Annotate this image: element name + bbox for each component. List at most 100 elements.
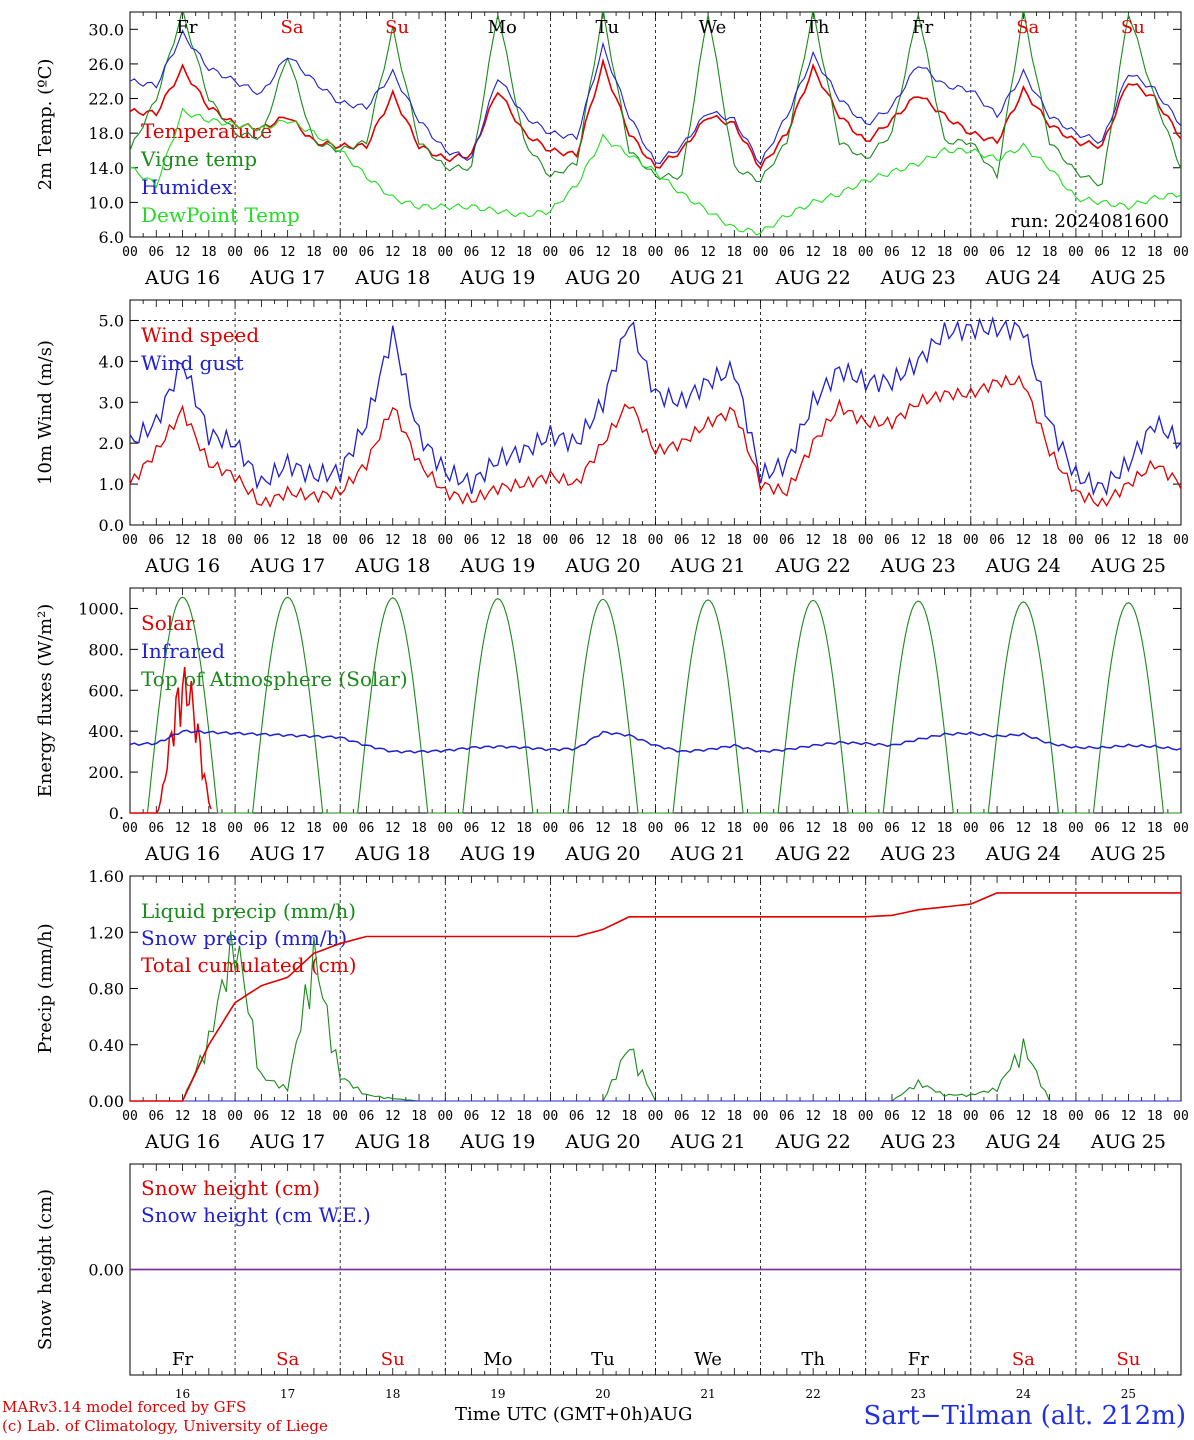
hour-tick-label: 06	[254, 1109, 270, 1124]
date-label: AUG 17	[249, 555, 325, 577]
date-label: AUG 22	[775, 267, 851, 289]
hour-tick-label: 12	[280, 1109, 296, 1124]
hour-tick-label: 12	[805, 1109, 821, 1124]
legend-entry: Wind speed	[141, 323, 259, 347]
hour-tick-label: 00	[1068, 821, 1084, 836]
y-axis-label: 10m Wind (m/s)	[35, 340, 56, 485]
hour-tick-label: 06	[569, 245, 585, 260]
hour-tick-label: 18	[1147, 533, 1163, 548]
date-label: AUG 24	[985, 1131, 1061, 1153]
y-tick-label: 0.00	[88, 1092, 124, 1111]
y-axis-label: Energy fluxes (W/m²)	[35, 604, 56, 798]
hour-tick-label: 12	[1121, 1109, 1137, 1124]
hour-tick-label: 00	[753, 821, 769, 836]
date-label: AUG 16	[144, 267, 220, 289]
hour-tick-label: 06	[1094, 533, 1110, 548]
date-label: AUG 22	[775, 555, 851, 577]
hour-tick-label: 12	[910, 533, 926, 548]
panel-1: 6.0 10.0 14.0 18.0 22.0 26.0 30.0 2m Temp. (ºC)…	[35, 11, 1189, 289]
y-tick-label: 3.0	[99, 393, 124, 412]
hour-tick-label: 00	[543, 821, 559, 836]
hour-tick-label: 00	[437, 245, 453, 260]
hour-tick-label: 06	[148, 533, 164, 548]
hour-tick-label: 00	[227, 821, 243, 836]
hour-tick-label: 00	[963, 1109, 979, 1124]
weekday-label: Th	[806, 17, 830, 38]
y-tick-label: 5.0	[99, 311, 124, 330]
hour-tick-label: 00	[858, 1109, 874, 1124]
date-label: AUG 18	[354, 1131, 430, 1153]
hour-tick-label: 12	[175, 821, 191, 836]
hour-tick-label: 00	[543, 1109, 559, 1124]
weekday-label: Tu	[591, 1349, 615, 1370]
y-tick-label: 0.80	[88, 980, 124, 999]
y-tick-label: 0.0	[99, 516, 124, 535]
series-line-total	[130, 892, 1181, 1102]
date-label: AUG 18	[354, 267, 430, 289]
hour-tick-label: 06	[674, 821, 690, 836]
time-axis-label: Time UTC (GMT+0h)AUG	[455, 1404, 692, 1425]
hour-tick-label: 06	[254, 821, 270, 836]
hour-tick-label: 12	[910, 821, 926, 836]
y-tick-label: 400.	[88, 722, 124, 741]
legend-entry: Vigne temp	[140, 147, 257, 171]
y-tick-label: 1000.	[78, 599, 124, 618]
hour-tick-label: 06	[148, 821, 164, 836]
hour-tick-label: 12	[700, 245, 716, 260]
y-axis-label: Precip (mm/h)	[35, 923, 56, 1053]
date-label: AUG 25	[1090, 843, 1166, 865]
hour-tick-label: 18	[832, 821, 848, 836]
hour-tick-label: 18	[306, 245, 322, 260]
date-label: AUG 16	[144, 1131, 220, 1153]
hour-tick-label: 00	[122, 1109, 138, 1124]
legend-entry: Temperature	[141, 119, 272, 143]
date-label: AUG 23	[880, 555, 956, 577]
panel-frame	[129, 299, 1182, 526]
hour-tick-label: 00	[753, 1109, 769, 1124]
y-tick-label: 2.0	[99, 434, 124, 453]
hour-tick-label: 00	[648, 1109, 664, 1124]
hour-tick-label: 00	[332, 821, 348, 836]
hour-tick-label: 18	[516, 821, 532, 836]
hour-tick-label: 12	[1121, 245, 1137, 260]
hour-tick-label: 18	[516, 533, 532, 548]
date-label: AUG 17	[249, 1131, 325, 1153]
hour-tick-label: 18	[1147, 245, 1163, 260]
series-line-wind-gust	[129, 315, 1182, 497]
day-number-label: 21	[700, 1387, 715, 1401]
hour-tick-label: 18	[1042, 821, 1058, 836]
y-tick-label: 1.0	[99, 475, 124, 494]
month-label: AUG	[649, 1404, 693, 1425]
hour-tick-label: 06	[884, 1109, 900, 1124]
weekday-label: We	[699, 17, 727, 38]
weekday-label: Th	[801, 1349, 825, 1370]
panel-3: 0. 200. 400. 600. 800. 1000. Energy fluxes (W/…	[35, 587, 1189, 865]
hour-tick-label: 12	[910, 245, 926, 260]
hour-tick-label: 12	[595, 1109, 611, 1124]
hour-tick-label: 18	[832, 1109, 848, 1124]
hour-tick-label: 00	[122, 245, 138, 260]
panel-frame	[129, 587, 1182, 814]
legend-entry: Humidex	[141, 175, 233, 199]
date-label: AUG 23	[880, 267, 956, 289]
series-line-humidex	[130, 29, 1181, 166]
hour-tick-label: 18	[621, 1109, 637, 1124]
hour-tick-label: 18	[621, 821, 637, 836]
date-label: AUG 25	[1090, 555, 1166, 577]
y-tick-label: 1.60	[88, 867, 124, 886]
hour-tick-label: 12	[490, 533, 506, 548]
date-label: AUG 20	[564, 1131, 640, 1153]
legend-entry: Snow height (cm W.E.)	[141, 1203, 371, 1227]
y-tick-label: 0.40	[88, 1036, 124, 1055]
hour-tick-label: 18	[621, 245, 637, 260]
hour-tick-label: 06	[1094, 245, 1110, 260]
hour-tick-label: 12	[805, 245, 821, 260]
weekday-label: Su	[385, 17, 409, 38]
date-label: AUG 24	[985, 843, 1061, 865]
hour-tick-label: 06	[989, 821, 1005, 836]
hour-tick-label: 12	[175, 245, 191, 260]
hour-tick-label: 00	[858, 821, 874, 836]
y-tick-label: 0.	[109, 804, 124, 823]
day-number-label: 24	[1016, 1387, 1032, 1401]
date-label: AUG 18	[354, 555, 430, 577]
